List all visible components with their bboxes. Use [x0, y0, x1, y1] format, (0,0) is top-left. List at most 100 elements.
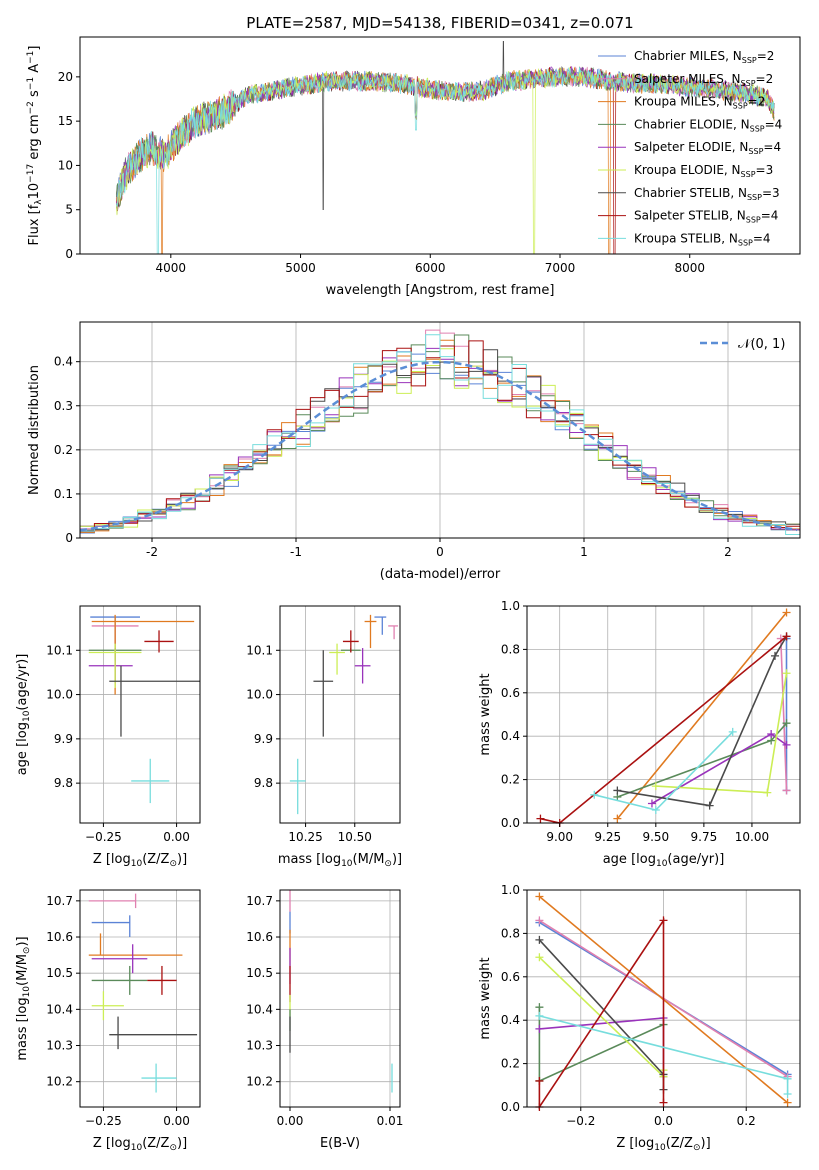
legend-entry: 𝒩(0, 1) — [738, 337, 785, 352]
legend-entry: Chabrier STELIB, NSSP=3 — [634, 186, 780, 202]
weight-marker — [535, 892, 544, 901]
weight-marker — [782, 632, 791, 641]
residuals-ytick-label: 0.2 — [54, 443, 73, 457]
Z-weight-frame: −0.2 0.0 0.2 0.0 0.2 0.4 0.6 0.8 1.0 — [501, 883, 801, 1128]
Z-weight-ytick-label: 0.4 — [501, 1013, 520, 1027]
residuals-ytick-label: 0 — [65, 531, 73, 545]
legend-entry: Salpeter MILES, NSSP=2 — [634, 72, 773, 88]
weight-marker — [535, 953, 544, 962]
spectrum-ytick-label: 10 — [58, 158, 73, 172]
mass-age-points — [289, 614, 399, 815]
legend-entry: Chabrier MILES, NSSP=2 — [634, 49, 774, 65]
age-weight-ytick-label: 0.4 — [501, 729, 520, 743]
age-weight-xtick-label: 9.25 — [594, 830, 621, 844]
weight-marker — [705, 801, 714, 810]
spectrum-series-kroupa-elodie — [115, 66, 775, 254]
Z-age-xtick-label: 0.00 — [163, 830, 190, 844]
weight-marker — [783, 1074, 792, 1083]
mass-age-xlabel: mass [log10(M/M⊙)] — [278, 852, 402, 869]
residuals-xtick-label: 1 — [580, 545, 588, 559]
ebv-mass-ytick-label: 10.6 — [246, 930, 273, 944]
age-weight-xtick-label: 9.75 — [691, 830, 718, 844]
weight-marker — [763, 788, 772, 797]
spectrum-series-kroupa-stelib — [115, 66, 775, 254]
Z-mass-plot-frame — [79, 889, 201, 1108]
residuals-xtick-label: 0 — [436, 545, 444, 559]
weight-marker — [535, 916, 544, 925]
Z-age-ytick-label: 9.9 — [54, 732, 73, 746]
mass-age-ytick-label: 9.8 — [254, 776, 273, 790]
weight-marker — [782, 786, 791, 795]
spectrum-ytick-label: 5 — [65, 203, 73, 217]
age-weight-xtick-label: 10.00 — [735, 830, 769, 844]
Z-age-frame: −0.25 0.00 9.8 9.9 10.0 10.1 — [46, 605, 201, 844]
age-weight-xtick-label: 9.50 — [642, 830, 669, 844]
weight-marker — [647, 799, 656, 808]
legend-entry: Kroupa MILES, NSSP=2 — [634, 95, 765, 111]
weight-marker — [659, 916, 668, 925]
spectrum-xtick-label: 8000 — [674, 261, 705, 275]
age-weight-xlabel: age [log10(age/yr)] — [603, 852, 725, 869]
weight-marker — [782, 740, 791, 749]
weight-marker — [767, 730, 776, 739]
weight-marker — [651, 782, 660, 791]
mass-age-axes — [280, 606, 400, 823]
weight-marker — [651, 805, 660, 814]
residuals-xtick-label: 2 — [724, 545, 732, 559]
residuals-xlabel: (data-model)/error — [380, 567, 501, 582]
ebv-mass-xtick-label: 0.00 — [277, 1114, 304, 1128]
Z-age-xlabel: Z [log10(Z/Z⊙)] — [93, 852, 187, 869]
age-weight-xtick-label: 9.00 — [546, 830, 573, 844]
weight-marker — [613, 786, 622, 795]
mass-age-ytick-label: 9.9 — [254, 732, 273, 746]
mass-age-plot-frame — [279, 605, 401, 824]
Z-age-ytick-label: 10.1 — [46, 643, 73, 657]
spectrum-ytick-label: 0 — [65, 247, 73, 261]
weight-marker — [535, 1011, 544, 1020]
residuals-xtick-label: -1 — [290, 545, 302, 559]
ebv-mass-ytick-label: 10.4 — [246, 1002, 273, 1016]
weight-marker — [536, 814, 545, 823]
mass-age-xtick-label: 10.50 — [338, 830, 372, 844]
Z-age-ytick-label: 10.0 — [46, 688, 73, 702]
Z-weight-ytick-label: 1.0 — [501, 883, 520, 897]
weight-marker — [771, 651, 780, 660]
figure-title: PLATE=2587, MJD=54138, FIBERID=0341, z=0… — [246, 14, 633, 32]
spectrum-legend: Chabrier MILES, NSSP=2 Salpeter MILES, NS… — [598, 49, 782, 247]
Z-mass-frame: −0.25 0.00 10.2 10.3 10.4 10.5 10.6 10.7 — [46, 889, 201, 1128]
ebv-mass-plot-frame — [279, 889, 401, 1108]
Z-age-xtick-label: −0.25 — [85, 830, 122, 844]
legend-entry: Salpeter ELODIE, NSSP=4 — [634, 140, 781, 156]
Z-weight-xtick-label: −0.2 — [566, 1114, 595, 1128]
residuals-frame: -2 -1 0 1 2 0 0.1 0.2 0.3 0.4 — [54, 321, 801, 559]
mass-age-frame: 10.25 10.50 9.8 9.9 10.0 10.1 — [246, 605, 401, 844]
spectrum-frame: 4000 5000 6000 7000 8000 0 5 10 15 20 — [58, 36, 801, 275]
weight-marker — [535, 1024, 544, 1033]
ebv-mass-xlabel: E(B-V) — [320, 1136, 360, 1151]
Z-weight-ytick-label: 0.2 — [501, 1057, 520, 1071]
spectrum-plot-frame — [79, 36, 801, 255]
hist-salpeter-stelib — [80, 340, 800, 538]
Z-weight-lines — [535, 892, 792, 1111]
age-weight-ytick-label: 0.8 — [501, 642, 520, 656]
spectrum-xtick-label: 5000 — [285, 261, 316, 275]
weight-marker — [535, 935, 544, 944]
spectrum-xtick-label: 6000 — [415, 261, 446, 275]
weight-marker — [535, 1076, 544, 1085]
weight-marker — [782, 719, 791, 728]
Z-weight-ytick-label: 0.6 — [501, 970, 520, 984]
weight-marker — [783, 1089, 792, 1098]
weight-marker — [783, 1098, 792, 1107]
ebv-mass-ytick-label: 10.7 — [246, 894, 273, 908]
Z-weight-xtick-label: 0.0 — [654, 1114, 673, 1128]
legend-entry: Kroupa ELODIE, NSSP=3 — [634, 163, 773, 179]
residuals-ylabel: Normed distribution — [27, 365, 42, 495]
Z-age-ylabel: age [log10(age/yr)] — [15, 654, 32, 776]
Z-weight-ytick-label: 0.8 — [501, 926, 520, 940]
residuals-xtick-label: -2 — [146, 545, 158, 559]
Z-weight-ylabel: mass weight — [478, 957, 493, 1039]
weight-marker — [659, 1098, 668, 1107]
Z-mass-ytick-label: 10.4 — [46, 1002, 73, 1016]
